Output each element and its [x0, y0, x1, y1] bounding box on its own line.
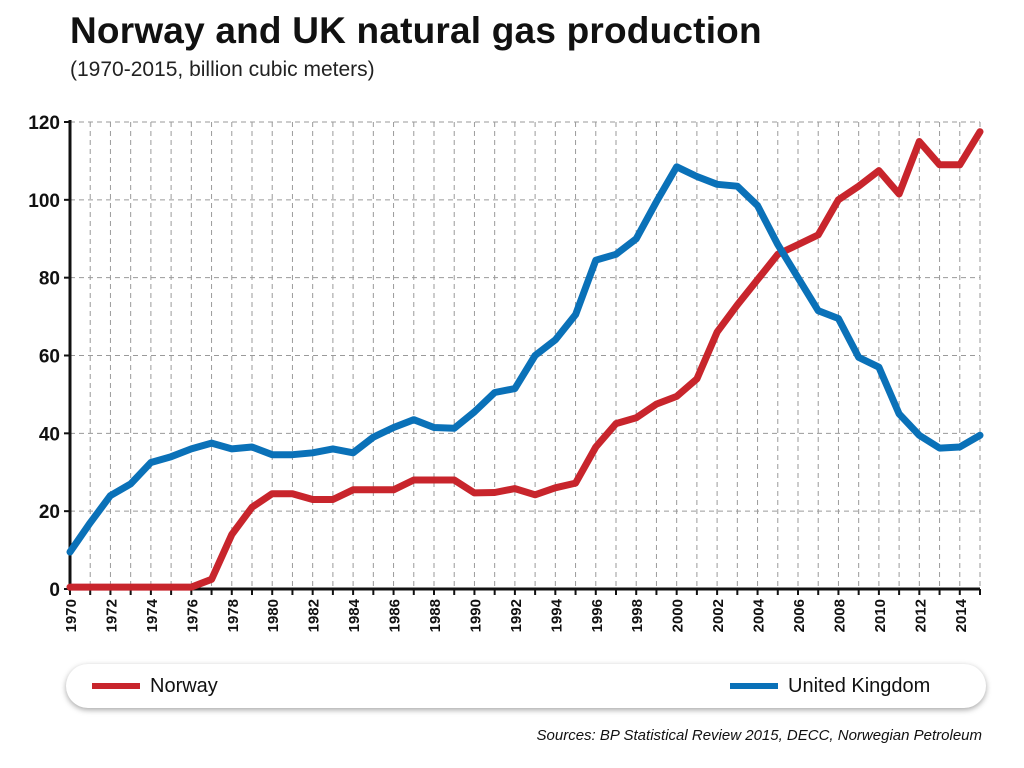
x-tick-label: 1980 — [265, 599, 282, 632]
x-tick-label: 1970 — [63, 599, 80, 632]
x-tick-label: 1984 — [346, 598, 363, 632]
x-tick-label: 2010 — [872, 599, 889, 632]
x-tick-label: 1994 — [548, 598, 565, 632]
chart-subtitle: (1970-2015, billion cubic meters) — [70, 58, 375, 81]
series-line-united-kingdom — [66, 163, 984, 556]
x-tick-label: 2002 — [710, 599, 727, 632]
x-tick-label: 2000 — [670, 599, 687, 632]
y-tick-label: 80 — [39, 269, 60, 290]
x-tick-label: 2006 — [791, 599, 808, 632]
x-tick-label: 1982 — [306, 599, 323, 632]
y-tick-label: 100 — [28, 191, 60, 212]
x-tick-label: 2004 — [751, 598, 768, 632]
source-note: Sources: BP Statistical Review 2015, DEC… — [536, 727, 982, 744]
chart-legend: Norway United Kingdom — [66, 664, 986, 708]
x-tick-label: 1998 — [629, 599, 646, 632]
x-tick-label: 1978 — [225, 599, 242, 632]
legend-swatch-united-kingdom — [730, 683, 778, 689]
chart-title: Norway and UK natural gas production — [70, 10, 762, 51]
legend-item-norway: Norway — [92, 664, 218, 708]
x-tick-label: 1976 — [184, 599, 201, 632]
x-tick-label: 1972 — [103, 599, 120, 632]
y-tick-label: 60 — [39, 347, 60, 368]
legend-item-united-kingdom: United Kingdom — [730, 664, 930, 708]
legend-swatch-norway — [92, 683, 140, 689]
x-tick-label: 1974 — [144, 598, 161, 632]
y-tick-label: 0 — [49, 580, 60, 601]
x-tick-label: 1990 — [467, 599, 484, 632]
x-tick-label: 1986 — [387, 599, 404, 632]
x-tick-label: 1988 — [427, 599, 444, 632]
legend-label-norway: Norway — [150, 674, 218, 697]
series-line-norway — [66, 128, 984, 591]
x-tick-label: 2008 — [831, 599, 848, 632]
y-tick-label: 20 — [39, 502, 60, 523]
y-tick-label: 40 — [39, 424, 60, 445]
y-tick-label: 120 — [28, 113, 60, 134]
x-tick-label: 1992 — [508, 599, 525, 632]
x-tick-label: 2012 — [912, 599, 929, 632]
x-tick-label: 2014 — [953, 598, 970, 632]
legend-label-united-kingdom: United Kingdom — [788, 674, 931, 697]
x-tick-label: 1996 — [589, 599, 606, 632]
line-chart: 0 20 40 60 80 100 120 1970 1972 1974 1976 1978 1980 1… — [28, 113, 984, 632]
